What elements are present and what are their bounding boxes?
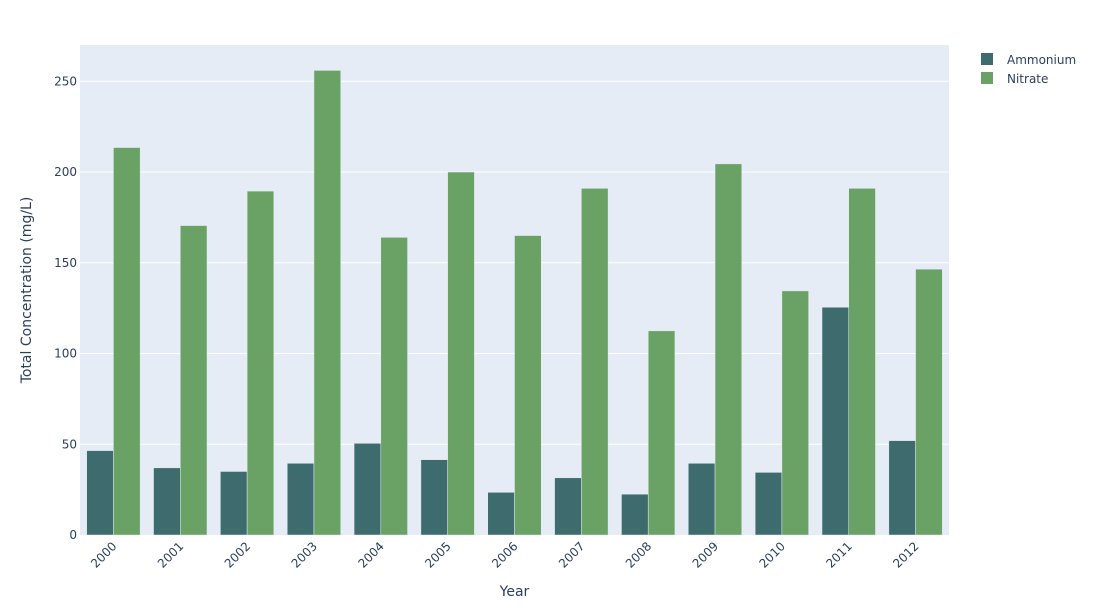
x-tick-label-2001: 2001 [155,539,186,570]
x-tick-label-2002: 2002 [222,539,253,570]
x-tick-label-2003: 2003 [289,539,320,570]
x-tick-label-2000: 2000 [88,539,119,570]
bar-ammonium-2012 [888,440,916,536]
legend-label-ammonium: Ammonium [1007,53,1076,67]
bar-nitrate-2005 [447,171,475,536]
bar-ammonium-2007 [554,477,582,536]
x-tick-label-2008: 2008 [623,539,654,570]
bar-ammonium-2005 [420,459,448,536]
bar-nitrate-2008 [647,330,676,536]
bar-ammonium-2002 [220,471,248,536]
y-axis-ticks: 0 50 100 150 200 250 [54,74,77,542]
bar-nitrate-2011 [848,188,876,536]
y-tick-label-250: 250 [54,74,77,88]
legend-swatch-ammonium [981,53,993,65]
x-axis-title: Year [499,584,530,600]
y-tick-label-0: 0 [69,528,77,542]
x-tick-label-2006: 2006 [489,539,520,570]
bar-nitrate-2009 [714,163,743,536]
bar-ammonium-2010 [754,472,783,536]
bar-ammonium-2006 [487,492,515,536]
x-tick-label-2012: 2012 [890,539,921,570]
bar-nitrate-2007 [581,188,609,536]
x-tick-label-2010: 2010 [757,539,788,570]
bars [86,70,943,536]
legend-label-nitrate: Nitrate [1007,72,1048,86]
bar-ammonium-2003 [286,463,315,536]
bar-nitrate-2000 [113,147,141,536]
x-axis-ticks: 2000 2001 2002 2003 2004 2005 2006 2007 2008 2009… [88,539,922,570]
bar-ammonium-2011 [821,306,849,536]
bar-ammonium-2000 [86,450,114,536]
bar-nitrate-2002 [246,190,275,536]
bar-ammonium-2009 [688,463,716,536]
legend: Ammonium Nitrate [981,53,1076,86]
bar-nitrate-2010 [781,290,809,536]
bar-ammonium-2004 [353,443,382,536]
bar-nitrate-2006 [514,235,542,536]
x-tick-label-2011: 2011 [823,539,854,570]
bar-nitrate-2003 [313,70,341,536]
bar-nitrate-2004 [380,237,408,536]
x-tick-label-2007: 2007 [556,539,587,570]
bar-ammonium-2001 [153,467,181,536]
legend-swatch-nitrate [981,72,993,84]
y-tick-label-100: 100 [54,347,77,361]
x-tick-label-2004: 2004 [355,539,386,570]
bar-nitrate-2001 [180,225,208,536]
y-tick-label-50: 50 [62,437,77,451]
bar-nitrate-2012 [915,268,943,536]
x-tick-label-2005: 2005 [422,539,453,570]
y-tick-label-150: 150 [54,256,77,270]
y-axis-title: Total Concentration (mg/L) [19,197,35,385]
bar-ammonium-2008 [621,493,649,536]
x-tick-label-2009: 2009 [690,539,721,570]
y-tick-label-200: 200 [54,165,77,179]
